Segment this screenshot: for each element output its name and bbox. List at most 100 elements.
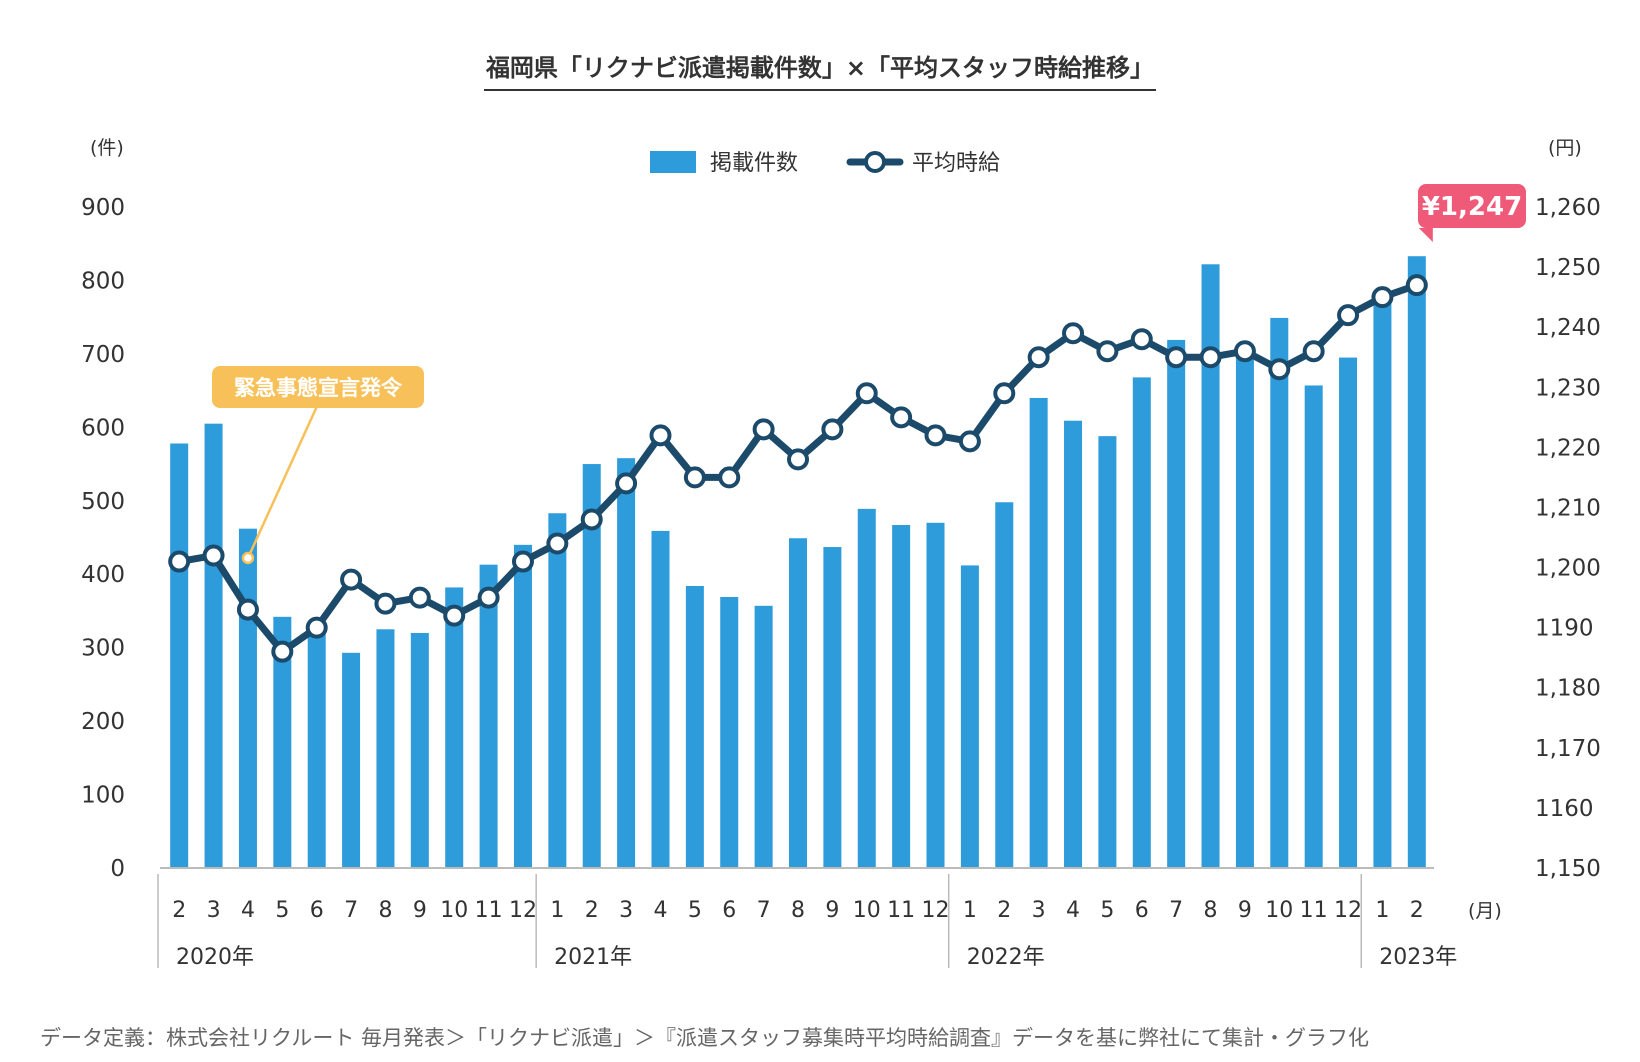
x-tick-label: 8 [791, 898, 805, 923]
x-tick-label: 12 [922, 898, 950, 923]
line-marker [1371, 286, 1394, 309]
x-tick-label: 5 [275, 898, 289, 923]
chart-title-wrap: 福岡県「リクナビ派遣掲載件数」×「平均スタッフ時給推移」 [0, 48, 1640, 91]
legend-bar-label: 掲載件数 [710, 151, 798, 176]
legend-bar-swatch [650, 151, 696, 173]
x-tick-label: 11 [887, 898, 915, 923]
line-marker [236, 598, 259, 621]
y-left-tick-label: 200 [81, 709, 125, 735]
line-marker [924, 424, 947, 447]
bar [1407, 256, 1426, 868]
bar [754, 605, 773, 868]
x-tick-label: 4 [653, 898, 667, 923]
line-marker [649, 424, 672, 447]
line-marker [1302, 340, 1325, 363]
bar [376, 629, 395, 868]
line-marker [1405, 274, 1428, 297]
year-label: 2021年 [554, 945, 632, 970]
bar [617, 458, 636, 868]
bar [823, 547, 842, 868]
x-tick-label: 3 [619, 898, 633, 923]
x-tick-label: 5 [688, 898, 702, 923]
x-tick-label: 8 [378, 898, 392, 923]
line-marker [1027, 346, 1050, 369]
y-right-tick-label: 1,230 [1535, 375, 1601, 401]
x-tick-label: 9 [413, 898, 427, 923]
bar [513, 544, 532, 868]
y-left-unit: (件) [90, 137, 124, 159]
line-marker [993, 382, 1016, 405]
y-right-tick-label: 1,180 [1535, 676, 1601, 702]
y-right-tick-label: 1,260 [1535, 195, 1601, 221]
x-tick-label: 12 [509, 898, 537, 923]
year-label: 2022年 [967, 945, 1045, 970]
line-marker [374, 592, 397, 615]
bar [1064, 420, 1083, 868]
bar [1029, 397, 1048, 868]
y-left-tick-label: 600 [81, 415, 125, 441]
y-left-tick-label: 700 [81, 342, 125, 368]
x-tick-label: 7 [344, 898, 358, 923]
bar [685, 585, 704, 868]
y-right-tick-label: 1,240 [1535, 315, 1601, 341]
bar [1270, 317, 1289, 868]
chart-title: 福岡県「リクナビ派遣掲載件数」×「平均スタッフ時給推移」 [483, 48, 1157, 91]
y-left-tick-label: 900 [81, 195, 125, 221]
line-marker [855, 382, 878, 405]
y-right-tick-label: 1,250 [1535, 255, 1601, 281]
line-marker [1096, 340, 1119, 363]
bar [204, 423, 223, 868]
bar [307, 624, 326, 868]
year-label: 2023年 [1379, 945, 1457, 970]
y-right-unit: (円) [1548, 137, 1582, 159]
bar [960, 565, 979, 868]
y-left-tick-label: 400 [81, 562, 125, 588]
y-left-tick-label: 0 [110, 856, 125, 882]
callout-latest-label: ¥1,247 [1422, 192, 1522, 222]
line-marker [1233, 340, 1256, 363]
x-tick-label: 6 [1135, 898, 1149, 923]
x-tick-label: 10 [1265, 898, 1293, 923]
callout-anchor [241, 551, 255, 565]
line-marker [1199, 346, 1222, 369]
y-right-tick-label: 1,150 [1535, 856, 1601, 882]
y-left-tick-label: 500 [81, 489, 125, 515]
y-left-tick-label: 800 [81, 268, 125, 294]
bar [995, 502, 1014, 868]
line-marker [1337, 304, 1360, 327]
bar [789, 538, 807, 868]
x-tick-label: 3 [207, 898, 221, 923]
y-right-tick-label: 1,220 [1535, 435, 1601, 461]
x-tick-label: 2 [172, 898, 186, 923]
bar [238, 528, 257, 868]
line-marker [821, 418, 844, 441]
line-marker [1130, 328, 1153, 351]
y-right-tick-label: 1,170 [1535, 736, 1601, 762]
x-tick-label: 4 [1066, 898, 1080, 923]
line-marker [271, 640, 294, 663]
callout-latest-pointer [1418, 228, 1433, 242]
line-marker [787, 448, 809, 471]
y-left-tick-label: 100 [81, 783, 125, 809]
bar [342, 652, 361, 868]
bar [445, 587, 464, 868]
x-tick-label: 12 [1334, 898, 1362, 923]
bar [1132, 377, 1151, 868]
bar [720, 596, 739, 868]
line-marker [477, 586, 500, 609]
line-marker [202, 544, 225, 567]
x-tick-label: 9 [825, 898, 839, 923]
bar [582, 464, 601, 868]
x-tick-label: 6 [310, 898, 324, 923]
y-right-tick-label: 1190 [1535, 616, 1594, 642]
x-tick-label: 7 [1169, 898, 1183, 923]
x-tick-label: 1 [1375, 898, 1389, 923]
y-right-tick-label: 1,200 [1535, 556, 1601, 582]
x-tick-label: 6 [722, 898, 736, 923]
x-tick-label: 11 [475, 898, 503, 923]
x-tick-label: 5 [1100, 898, 1114, 923]
bar [273, 616, 292, 868]
line-marker [752, 418, 775, 441]
line-marker [408, 586, 431, 609]
